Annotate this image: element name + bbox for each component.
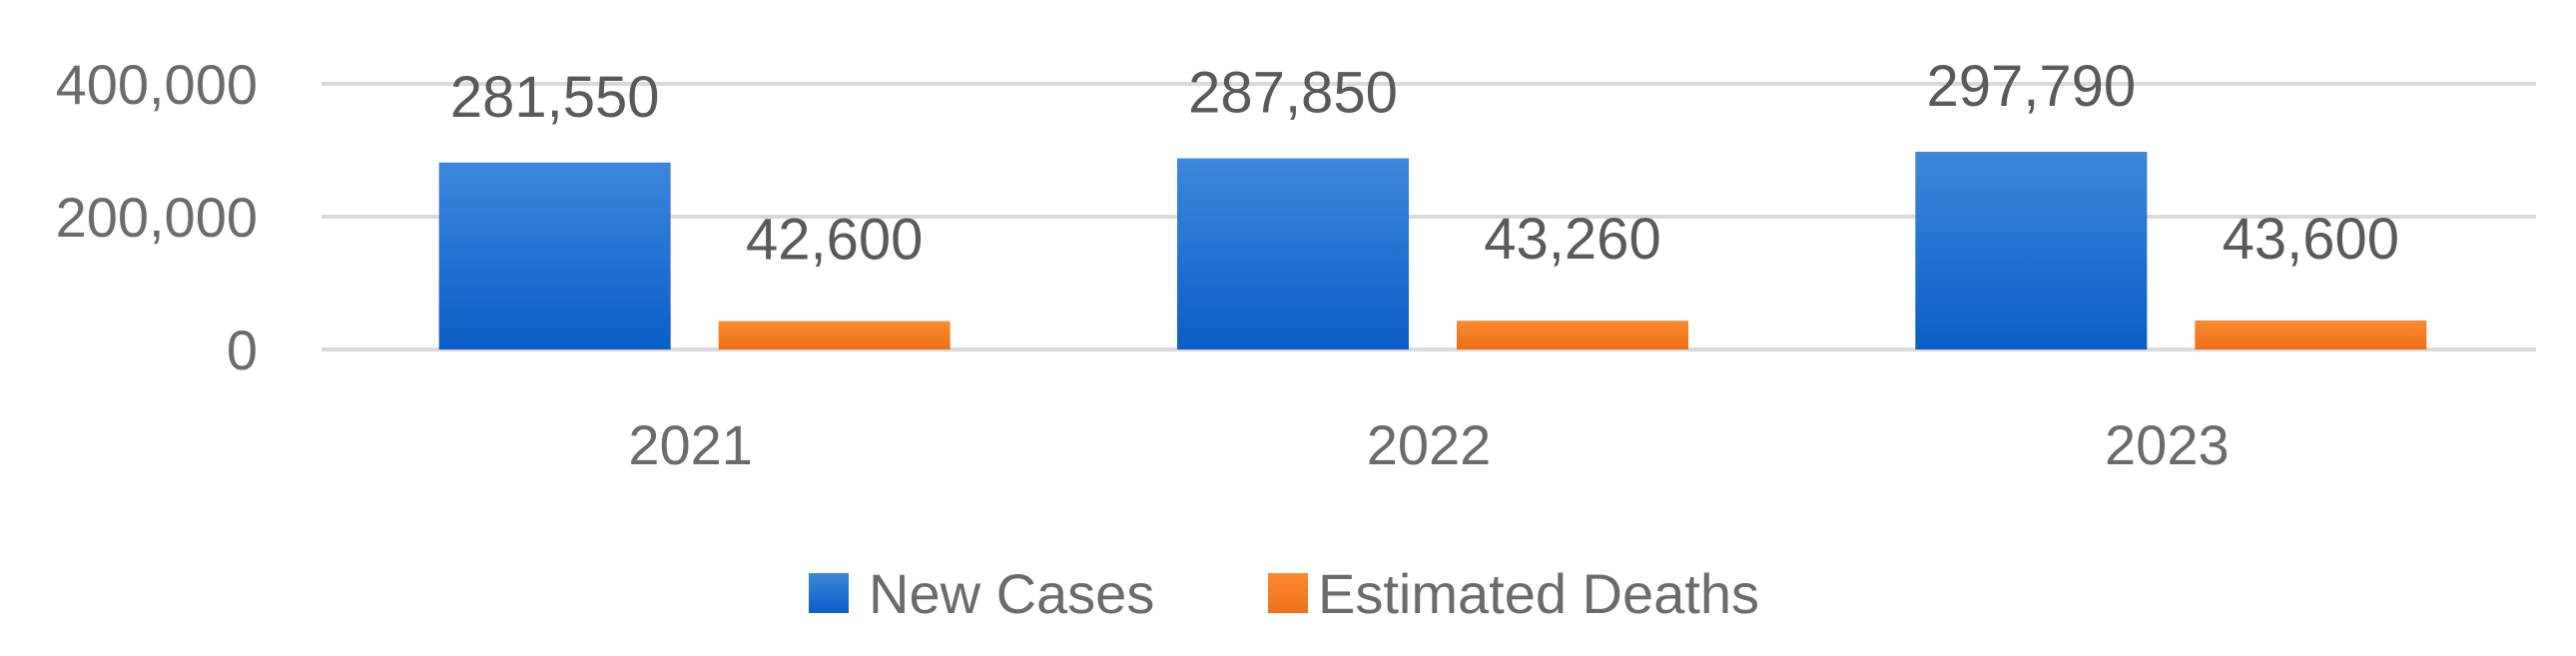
y-tick-label: 0 (227, 319, 258, 381)
legend: New Cases Estimated Deaths (809, 562, 1759, 625)
data-label: 281,550 (450, 65, 660, 130)
data-label: 297,790 (1927, 54, 2137, 119)
data-label: 43,600 (2223, 207, 2399, 272)
x-category-label: 2022 (1367, 413, 1492, 476)
x-axis-categories: 2021 2022 2023 (628, 413, 2229, 476)
data-label: 43,260 (1484, 207, 1660, 272)
bar-estimated-deaths-2023 (2195, 321, 2427, 349)
bar-estimated-deaths-2022 (1457, 321, 1688, 349)
bars (438, 151, 2427, 349)
bar-estimated-deaths-2021 (718, 321, 951, 349)
legend-swatch-new-cases (809, 573, 849, 613)
bar-new-cases-2022 (1177, 158, 1409, 349)
legend-swatch-estimated-deaths (1268, 573, 1308, 613)
y-tick-label: 400,000 (56, 53, 258, 116)
y-axis-ticks: 0 200,000 400,000 (56, 53, 258, 381)
data-label: 287,850 (1188, 61, 1398, 126)
y-tick-label: 200,000 (56, 186, 258, 249)
legend-label: Estimated Deaths (1318, 562, 1759, 625)
data-labels: 281,550 42,600 287,850 43,260 297,790 43,600 (450, 54, 2399, 273)
bar-new-cases-2021 (438, 162, 671, 349)
x-category-label: 2023 (2105, 413, 2230, 476)
legend-label: New Cases (869, 562, 1154, 625)
x-category-label: 2021 (628, 413, 753, 476)
bar-new-cases-2023 (1915, 151, 2148, 349)
gridlines (322, 82, 2536, 351)
data-label: 42,600 (746, 208, 923, 273)
